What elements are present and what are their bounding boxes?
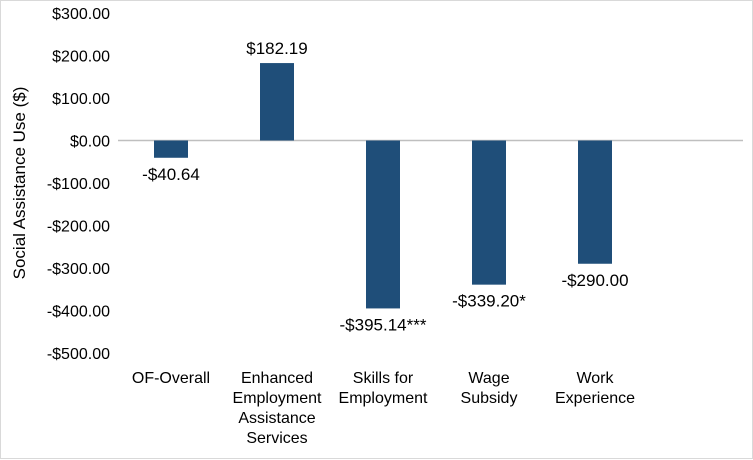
data-label: -$339.20* bbox=[452, 292, 526, 311]
category-label: Skills for bbox=[353, 370, 414, 387]
category-label: Subsidy bbox=[461, 390, 518, 407]
data-label: $182.19 bbox=[246, 39, 307, 58]
category-label: Employment bbox=[233, 390, 322, 407]
category-label: Wage bbox=[468, 370, 509, 387]
y-tick-label: $300.00 bbox=[52, 6, 110, 23]
category-label: Employment bbox=[339, 390, 428, 407]
category-label: Experience bbox=[555, 390, 635, 407]
data-label: -$290.00 bbox=[561, 271, 628, 290]
y-tick-label: $100.00 bbox=[52, 91, 110, 108]
bar bbox=[366, 140, 400, 309]
bar bbox=[578, 140, 612, 264]
bar bbox=[260, 63, 294, 141]
category-label: Enhanced bbox=[241, 370, 313, 387]
category-label: OF-Overall bbox=[132, 370, 210, 387]
data-label: -$395.14*** bbox=[340, 315, 427, 334]
y-tick-label: -$400.00 bbox=[47, 304, 110, 321]
y-tick-label: -$100.00 bbox=[47, 176, 110, 193]
y-tick-label: -$200.00 bbox=[47, 219, 110, 236]
y-tick-label: -$300.00 bbox=[47, 261, 110, 278]
y-tick-label: $200.00 bbox=[52, 49, 110, 66]
y-tick-label: -$500.00 bbox=[47, 346, 110, 363]
y-tick-label: $0.00 bbox=[70, 134, 110, 151]
category-label: Assistance bbox=[238, 410, 315, 427]
y-axis-title: Social Assistance Use ($) bbox=[10, 87, 29, 280]
bar bbox=[154, 140, 188, 158]
category-label: Services bbox=[246, 430, 307, 447]
data-label: -$40.64 bbox=[142, 165, 200, 184]
category-label: Work bbox=[576, 370, 614, 387]
bar bbox=[472, 140, 506, 285]
